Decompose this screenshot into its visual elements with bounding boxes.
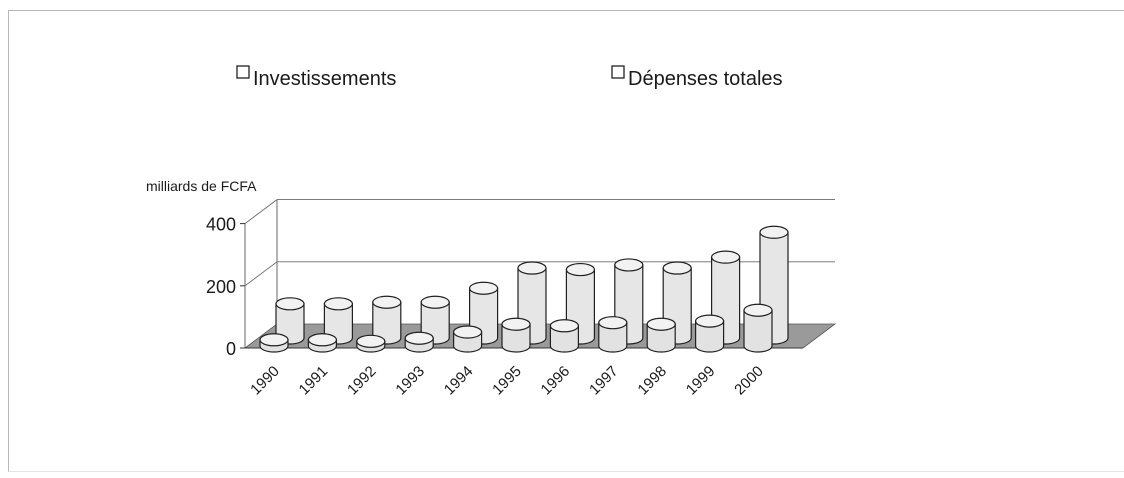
bar-investissements [549, 319, 580, 353]
y-axis-unit-label: milliards de FCFA [146, 178, 257, 194]
bar-investissements [646, 317, 676, 353]
y-tick-label: 0 [226, 339, 236, 359]
x-tick-label: 1997 [586, 363, 622, 399]
x-tick-label: 2000 [731, 363, 767, 399]
bar-investissements [307, 333, 337, 353]
y-tick-label: 200 [206, 277, 236, 297]
y-tick-labels: 0 200 400 [206, 215, 236, 359]
bar-depenses-totales [323, 297, 353, 345]
gridline [244, 199, 835, 224]
x-tick-label: 1996 [538, 363, 574, 399]
x-tick-label: 1995 [489, 363, 525, 399]
legend-item-depenses-totales: Dépenses totales [611, 65, 783, 90]
legend-swatch-depenses-totales [611, 65, 625, 79]
y-tick-label: 400 [206, 215, 236, 235]
bar-investissements [743, 303, 773, 353]
x-tick-label: 1992 [344, 363, 380, 399]
legend-swatch-investissements [236, 65, 250, 79]
bar-investissements [453, 325, 483, 353]
legend: Investissements Dépenses totales [236, 65, 783, 90]
bar-depenses-totales [372, 295, 402, 345]
bar-investissements [501, 317, 531, 353]
gridlines [240, 199, 835, 349]
x-tick-label: 1993 [392, 363, 428, 399]
bar-investissements [259, 333, 289, 353]
legend-item-investissements: Investissements [236, 65, 396, 90]
x-tick-label: 1994 [441, 363, 477, 399]
bar-investissements [598, 316, 628, 353]
legend-label-depenses-totales: Dépenses totales [628, 68, 783, 90]
x-tick-label: 1998 [634, 363, 670, 399]
bar-investissements [404, 331, 434, 353]
bar-investissements [356, 334, 386, 353]
x-tick-labels: 1990 1991 1992 1993 1994 1995 1996 1997 1998 1999… [247, 363, 767, 399]
chart-frame [8, 10, 1124, 472]
x-tick-label: 1990 [247, 363, 283, 399]
bar-investissements [694, 314, 725, 353]
x-tick-label: 1991 [296, 363, 332, 399]
bars [259, 225, 789, 353]
legend-label-investissements: Investissements [253, 68, 396, 90]
gridline [244, 261, 835, 287]
x-tick-label: 1999 [683, 363, 719, 399]
